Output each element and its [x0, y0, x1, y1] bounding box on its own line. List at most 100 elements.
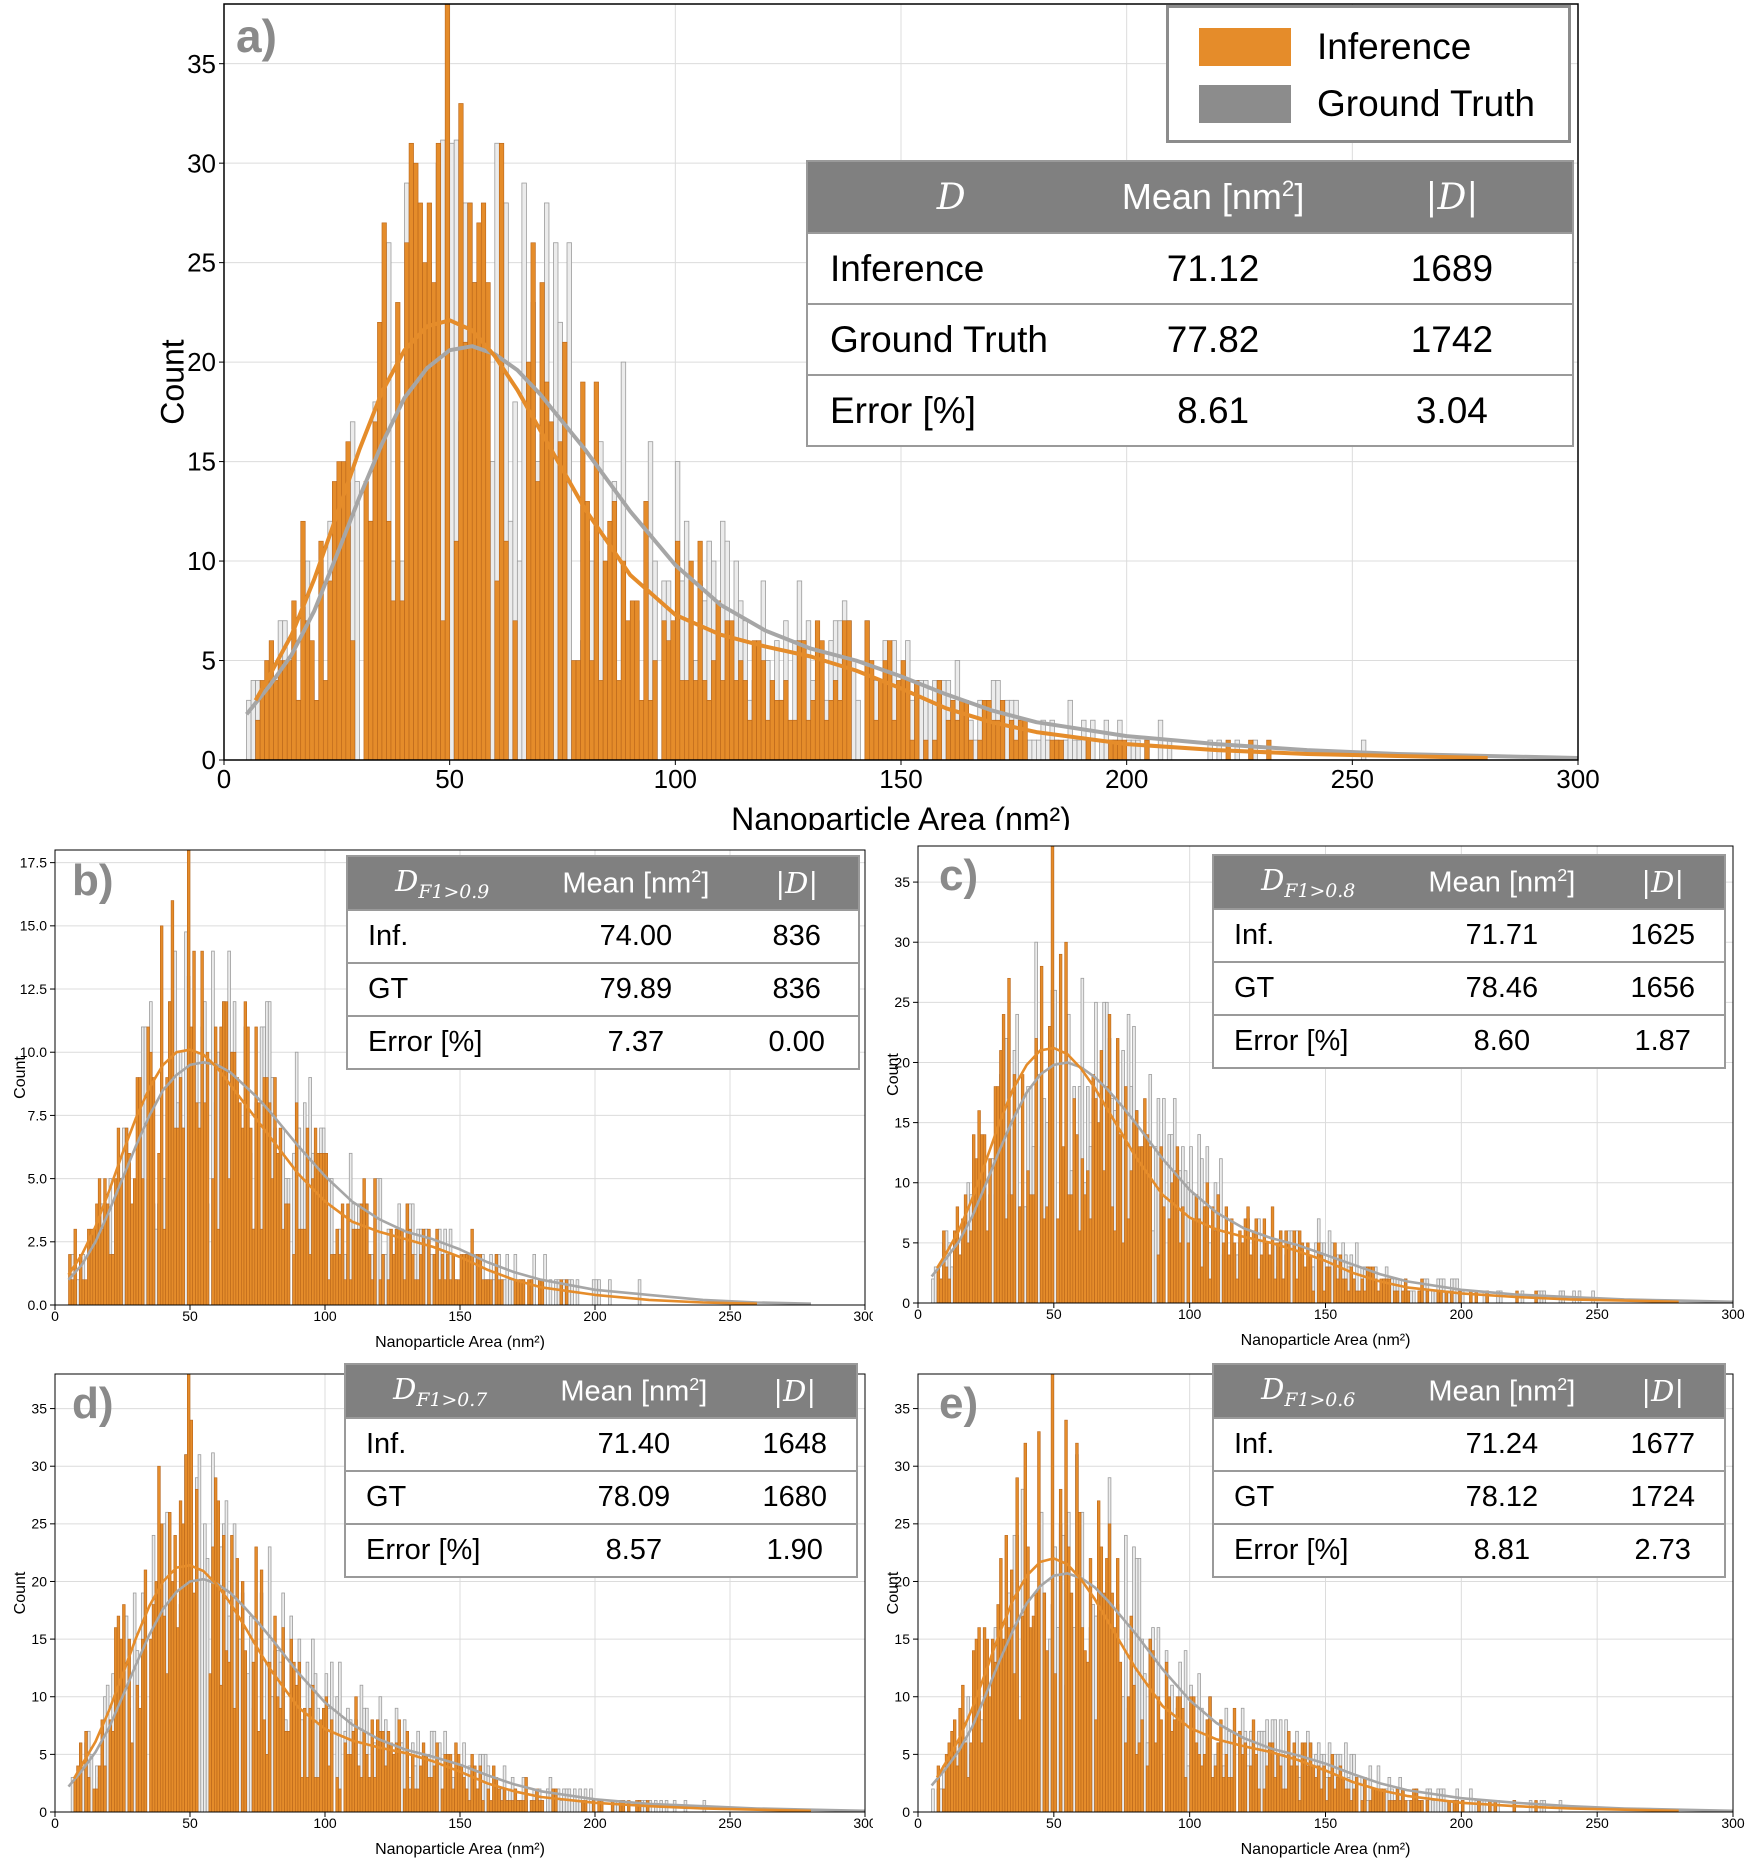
inference-bar [1352, 1788, 1356, 1813]
inference-bar [711, 660, 717, 761]
gt-bar [950, 1266, 954, 1304]
inference-bar [1054, 739, 1060, 761]
gt-bar [1452, 1278, 1457, 1304]
inference-bar [1086, 1661, 1090, 1813]
table-cell: 78.09 [534, 1470, 734, 1524]
inference-bar [1344, 1278, 1348, 1304]
inference-bar [357, 1228, 361, 1306]
table-row: Inf. 71.24 1677 [1213, 1417, 1725, 1471]
inference-bar [1341, 1777, 1345, 1813]
inference-bar [1031, 1194, 1036, 1304]
gt-bar [1433, 1800, 1438, 1813]
table-cell: Inf. [1213, 1417, 1403, 1471]
inference-bar [1425, 1800, 1430, 1813]
inference-bar [1124, 1742, 1128, 1813]
chart-e-x-ticks: 0 50 100 150 200 250 300 [914, 1812, 1745, 1831]
gt-bar [1045, 739, 1051, 761]
inference-bar [89, 1228, 94, 1306]
inference-bar [1257, 1278, 1261, 1304]
inference-bar [1357, 1290, 1362, 1304]
inference-bar [1232, 1707, 1237, 1813]
gt-bar [1153, 1146, 1158, 1304]
table-cell: 78.46 [1402, 961, 1602, 1015]
legend-item-inference: Inference [1199, 26, 1471, 68]
gt-bar [1072, 739, 1078, 761]
gt-bar [1365, 1800, 1370, 1813]
inference-bar [281, 1228, 285, 1306]
inference-bar [1232, 1242, 1237, 1304]
inference-bar [643, 501, 649, 761]
inference-bar [454, 1742, 458, 1813]
inference-bar [1007, 977, 1011, 1304]
gt-bar [197, 1454, 202, 1813]
inference-bar [384, 1765, 388, 1813]
inference-bar [1186, 1242, 1190, 1304]
inference-bar [652, 660, 658, 761]
inference-bar [1311, 1290, 1315, 1304]
gt-bar [383, 1254, 388, 1306]
chart-c-inference-kde-line [935, 1046, 1679, 1304]
chart-e: 0 50 100 150 200 250 300 0 5 10 15 20 25 30 35 Nanopa… [885, 1373, 1745, 1858]
inference-bar [1306, 1242, 1310, 1304]
gt-bar [89, 1753, 94, 1813]
inference-bar [760, 660, 766, 761]
y-tick-label: 25 [187, 248, 216, 278]
inference-bar [413, 1788, 418, 1813]
chart-b-x-axis-label: Nanoparticle Area (nm²) [375, 1334, 545, 1350]
inference-bar [954, 719, 960, 761]
inference-bar [87, 1777, 91, 1813]
inference-bar [114, 1627, 118, 1813]
inference-bar [1056, 1218, 1060, 1304]
inference-bar [424, 1754, 428, 1813]
y-tick-label: 35 [31, 1400, 47, 1416]
gt-bar [931, 1278, 935, 1304]
inference-bar [362, 1178, 366, 1306]
gt-bar [855, 699, 861, 761]
inference-bar [392, 1754, 396, 1813]
inference-bar [991, 1638, 995, 1813]
inference-bar [338, 1788, 342, 1813]
gt-bar [354, 481, 360, 761]
inference-bar [688, 560, 694, 761]
inference-bar [679, 680, 685, 761]
gt-bar [594, 1279, 599, 1306]
inference-bar [232, 1707, 237, 1813]
table-cell: 8.81 [1402, 1523, 1602, 1577]
x-tick-label: 100 [654, 764, 697, 794]
inference-bar [440, 1254, 445, 1306]
inference-bar [456, 1279, 461, 1306]
inference-bar [359, 1203, 364, 1306]
inference-bar [1105, 1086, 1109, 1304]
chart-c-y-axis-label: Count [885, 1053, 902, 1096]
gt-bar [1479, 1800, 1484, 1813]
gt-bar [1186, 1765, 1191, 1813]
inference-bar [756, 640, 762, 761]
inference-bar [584, 501, 590, 761]
chart-d-inference-bars [73, 1373, 650, 1813]
inference-bar [1042, 1592, 1046, 1813]
inference-bar [346, 1754, 350, 1813]
gt-bar [238, 1638, 242, 1813]
y-tick-label: 20 [187, 347, 216, 377]
inference-bar [462, 1254, 466, 1306]
inference-bar [235, 1558, 239, 1813]
inference-bar [427, 1228, 431, 1306]
gt-bar [449, 142, 455, 761]
inference-bar [322, 680, 329, 761]
inference-bar [230, 1535, 234, 1813]
inference-bar [516, 1279, 520, 1306]
inference-bar [1107, 1523, 1112, 1813]
stats-table-c-header-set: DF1>0.8 [1213, 855, 1403, 909]
inference-bar [988, 1696, 992, 1813]
table-cell: Error [%] [1213, 1523, 1403, 1577]
inference-bar [1018, 719, 1024, 761]
inference-bar [170, 1581, 175, 1813]
inference-bar [241, 1127, 245, 1306]
inference-bar [638, 700, 645, 761]
inference-bar [1004, 1218, 1008, 1304]
inference-bar [313, 1777, 318, 1813]
inference-bar [259, 1228, 264, 1306]
inference-bar [1325, 1800, 1329, 1813]
inference-bar [222, 1001, 226, 1306]
inference-bar [532, 1800, 536, 1813]
